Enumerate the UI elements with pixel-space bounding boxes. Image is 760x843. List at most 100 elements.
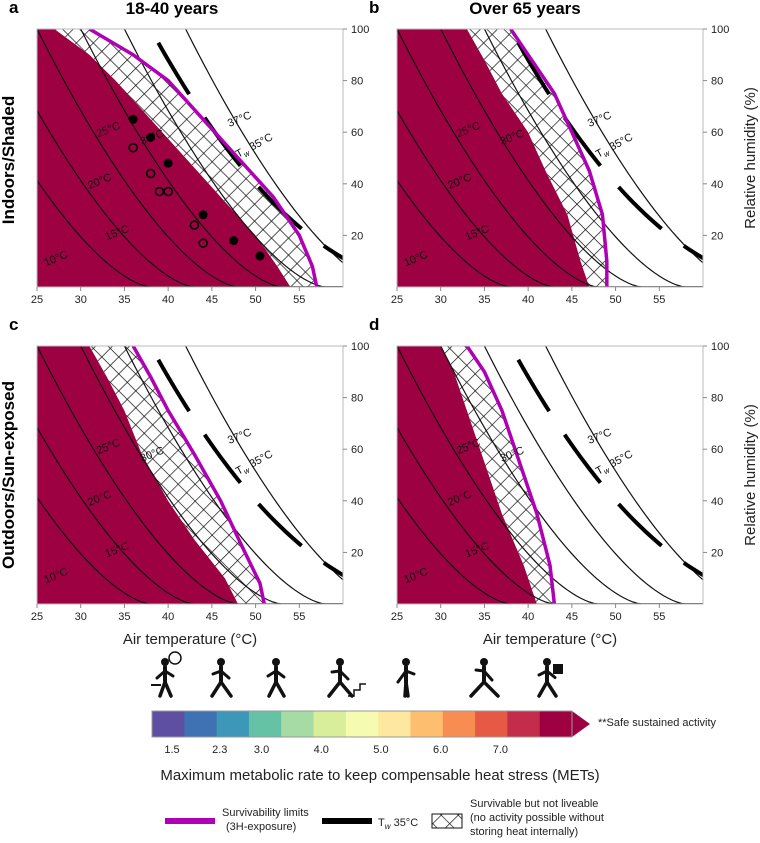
data-point-filled <box>163 158 173 168</box>
colorbar-swatch <box>507 711 541 737</box>
y-tick-label: 40 <box>351 496 363 508</box>
colorbar-swatch <box>539 711 573 737</box>
isotherm-line <box>37 109 343 287</box>
colorbar-swatch <box>410 711 444 737</box>
tw-sub: w <box>242 465 252 476</box>
colorbar-swatch <box>345 711 379 737</box>
colorbar-tick-label: 7.0 <box>493 744 508 756</box>
legend-hatch-label-3: storing heat internally) <box>470 826 578 838</box>
colorbar-tick-label: 4.0 <box>314 744 329 756</box>
x-tick-label: 50 <box>609 294 621 306</box>
colorbar-swatch <box>281 711 315 737</box>
legend-hatch-label-1: Survivable but not liveable <box>470 798 598 810</box>
activity-icons <box>151 651 563 698</box>
tw-35-label: Tw 35°C <box>594 448 636 479</box>
panel-frame <box>36 28 344 288</box>
data-point-open <box>163 186 173 197</box>
isotherm-line <box>37 426 343 604</box>
tw-t: T <box>594 464 606 478</box>
y-tick-label: 40 <box>711 179 723 191</box>
x-tick-label: 50 <box>249 611 261 623</box>
panel-letter: c <box>9 315 18 334</box>
x-tick-label: 35 <box>118 294 130 306</box>
colorbar-tick-label: 1.5 <box>164 744 179 756</box>
legend-survivability-swatch <box>165 818 215 824</box>
column-title-over-65: Over 65 years <box>469 0 581 18</box>
survivability-line <box>88 29 319 287</box>
heat-band <box>397 198 400 287</box>
colorbar-tick-label: 6.0 <box>433 744 448 756</box>
x-tick-label: 55 <box>653 611 665 623</box>
colorbar-swatch <box>216 711 250 737</box>
isotherm-line <box>123 29 343 287</box>
stair-climbing-icon <box>327 658 366 698</box>
tw-rest: 35°C <box>245 131 275 155</box>
survivability-line <box>131 346 267 604</box>
x-tick-label: 25 <box>31 611 43 623</box>
legend-survivability-label: Survivability limits <box>222 807 309 819</box>
heat-band <box>37 29 291 287</box>
tw-t: T <box>234 147 246 161</box>
panel-frame <box>36 345 344 605</box>
panel-letter: b <box>369 0 379 17</box>
x-tick-label: 35 <box>478 294 490 306</box>
x-tick-label: 40 <box>162 611 174 623</box>
x-tick-label: 25 <box>391 294 403 306</box>
y-tick-label: 80 <box>351 76 363 88</box>
panel-frame <box>396 28 704 288</box>
y-tick-label: 40 <box>711 496 723 508</box>
isotherm-line <box>37 29 343 287</box>
hatched-region <box>54 29 317 287</box>
tw-35-line <box>148 346 343 578</box>
legend-hatch-label-2: (no activity possible without <box>470 812 604 824</box>
y-tick-label: 40 <box>351 179 363 191</box>
isotherm-line <box>37 496 343 604</box>
heat-band <box>310 346 383 604</box>
colorbar-swatch <box>378 711 411 737</box>
panel-a: 10°C15°C20°C25°C30°C37°CTw 35°C a 25 30 35 40… <box>9 0 369 306</box>
tw-35-label: Tw 35°C <box>594 131 636 162</box>
tw-35-line <box>508 29 703 261</box>
colorbar-tick-label: 2.3 <box>212 744 227 756</box>
isotherm-line <box>397 29 703 287</box>
x-tick-label: 40 <box>162 294 174 306</box>
isotherm-line <box>80 29 343 287</box>
y-tick-label: 80 <box>711 393 723 405</box>
y-axis-title: Relative humidity (%) <box>742 87 759 229</box>
tw-35-label: Tw 35°C <box>234 448 276 479</box>
colorbar-swatch <box>475 711 508 737</box>
isotherm-line <box>37 179 343 287</box>
legend-tw-swatch <box>322 818 372 824</box>
carrying-load-icon <box>537 658 563 698</box>
x-tick-label: 55 <box>653 294 665 306</box>
isotherm-line <box>397 496 703 604</box>
x-tick-label: 30 <box>75 611 87 623</box>
heat-band <box>397 346 537 604</box>
data-point-filled <box>255 251 265 261</box>
data-point-open <box>189 220 200 230</box>
column-title-18-40: 18-40 years <box>126 0 219 18</box>
panel-d: 10°C15°C20°C25°C 30°C37°CTw 35°C d 25 30 35 40… <box>268 315 759 648</box>
y-tick-label: 80 <box>351 393 363 405</box>
x-tick-label: 55 <box>293 611 305 623</box>
data-point-filled <box>146 132 156 142</box>
isotherm-line <box>397 109 703 287</box>
tw-rest: 35°C <box>245 448 275 472</box>
tw-rest: 35°C <box>605 448 635 472</box>
x-tick-label: 45 <box>566 294 578 306</box>
y-axis-title: Relative humidity (%) <box>742 404 759 546</box>
x-tick-label: 25 <box>391 611 403 623</box>
x-tick-label: 35 <box>478 611 490 623</box>
x-tick-label: 40 <box>522 294 534 306</box>
childcare-icon <box>266 658 286 698</box>
colorbar-tick-label: 5.0 <box>373 744 388 756</box>
isotherm-line <box>123 346 343 604</box>
x-axis-title: Air temperature (°C) <box>123 631 257 648</box>
isotherm-line <box>397 426 703 604</box>
panel-plot-area: 10°C15°C20°C25°C30°C37°CTw 35°C <box>37 29 343 287</box>
legend: Survivability limits (3H-exposure) Tw 35… <box>165 798 604 838</box>
heat-band <box>268 346 310 604</box>
